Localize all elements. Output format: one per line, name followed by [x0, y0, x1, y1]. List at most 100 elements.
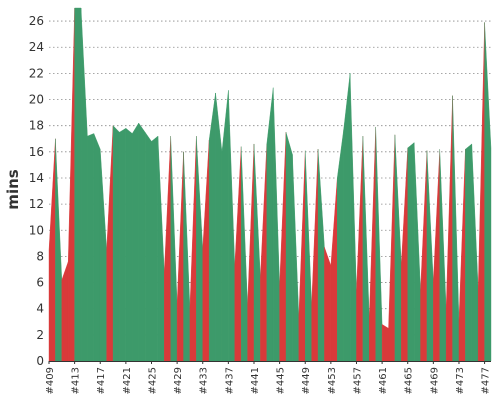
duration-area-segment [112, 125, 120, 362]
duration-area-segment [394, 134, 402, 362]
x-tick-label: #453 [327, 367, 338, 394]
duration-area-segment [228, 90, 235, 362]
duration-area-segment [337, 129, 344, 362]
duration-area-segment [132, 122, 139, 362]
duration-area-segment [362, 136, 370, 362]
duration-area-segment [125, 127, 133, 362]
x-tick-label: #441 [250, 367, 261, 394]
duration-area-segment [349, 73, 357, 362]
duration-area-segment [279, 132, 287, 362]
duration-area-segment [202, 140, 210, 362]
duration-area-segment [292, 154, 300, 362]
x-tick-label: #465 [404, 367, 415, 394]
duration-area-segment [452, 95, 460, 362]
duration-area-segment [74, 7, 82, 362]
duration-area-segment [298, 150, 306, 362]
duration-area-segment [87, 133, 95, 362]
duration-area-segment [407, 142, 415, 362]
y-tick-label: 12 [29, 197, 44, 211]
x-tick-label: #413 [71, 367, 82, 394]
duration-area-segment [445, 95, 453, 362]
duration-area-segment [273, 87, 280, 362]
duration-area-segment [183, 151, 191, 362]
duration-area-segment [260, 143, 267, 362]
y-tick-label: 4 [36, 302, 44, 316]
y-tick-label: 20 [29, 93, 44, 107]
duration-area-segment [221, 90, 229, 362]
y-tick-label: 10 [29, 223, 44, 237]
y-tick-label: 26 [29, 14, 44, 28]
duration-area-segment [119, 127, 127, 362]
duration-area-segment [138, 122, 146, 362]
duration-area-segment [253, 143, 261, 362]
duration-area-segment [247, 143, 255, 362]
x-tick-labels: #409 #413 #417 #421 #425 #429 #433 #437 #441 #445… [45, 361, 492, 394]
duration-area-segment [189, 136, 197, 362]
y-tick-label: 8 [36, 249, 44, 263]
duration-area-segment [317, 149, 325, 362]
duration-area-segment [388, 134, 396, 362]
duration-area-segment [471, 143, 479, 362]
y-tick-label: 18 [29, 119, 44, 133]
y-tick-label: 2 [36, 328, 44, 342]
y-tick-label: 16 [29, 145, 44, 159]
y-tick-label: 14 [29, 171, 44, 185]
duration-area-segment [196, 136, 203, 362]
y-tick-label: 24 [29, 40, 44, 54]
duration-area-segment [285, 132, 293, 362]
duration-area-segment [433, 149, 440, 362]
duration-area-segment [240, 146, 248, 362]
duration-area-segment [234, 146, 242, 362]
x-tick-label: #469 [429, 367, 440, 394]
duration-area-segment [369, 126, 376, 362]
x-tick-label: #421 [122, 367, 133, 394]
duration-area-segment [80, 7, 88, 362]
duration-area-segment [465, 143, 472, 362]
duration-area-segment [61, 261, 69, 362]
duration-area-segment [93, 133, 101, 362]
x-tick-label: #477 [481, 367, 492, 394]
x-tick-label: #461 [378, 367, 389, 394]
x-tick-label: #445 [276, 367, 287, 394]
y-tick-label: 0 [36, 354, 44, 368]
y-tick-label: 6 [36, 276, 44, 290]
x-tick-label: #473 [455, 367, 466, 394]
duration-area-segment [48, 138, 56, 362]
duration-area-segment [356, 136, 364, 362]
duration-area-segment [170, 136, 178, 362]
duration-area-segment [68, 7, 75, 362]
duration-area-segment [413, 142, 421, 362]
x-tick-label: #457 [352, 367, 363, 394]
duration-area-segment [401, 147, 408, 362]
duration-area-segment [381, 324, 389, 362]
y-axis-label: mins [4, 169, 22, 209]
duration-area-segment [266, 87, 274, 362]
duration-area-segment [458, 149, 466, 362]
duration-area-segment [100, 149, 107, 362]
duration-area-segment [144, 131, 152, 362]
duration-area-segment [375, 126, 383, 362]
duration-areas [48, 7, 492, 362]
duration-area-segment [305, 150, 312, 362]
duration-area-segment [208, 92, 216, 362]
duration-area-segment [439, 149, 447, 362]
duration-area-segment [426, 150, 434, 362]
x-tick-label: #433 [199, 367, 210, 394]
y-tick-label: 22 [29, 66, 44, 80]
duration-area-segment [106, 125, 114, 362]
duration-area-segment [330, 177, 338, 362]
duration-area-segment [157, 136, 165, 362]
x-tick-label: #409 [45, 367, 56, 394]
x-tick-label: #417 [96, 367, 107, 394]
x-tick-label: #429 [173, 367, 184, 394]
duration-area-segment [215, 92, 223, 362]
duration-area-segment [311, 149, 319, 362]
x-tick-label: #437 [224, 367, 235, 394]
duration-area-segment [151, 135, 159, 362]
duration-area-segment [324, 247, 332, 362]
duration-area-segment [55, 138, 63, 362]
duration-area-segment [164, 136, 171, 362]
